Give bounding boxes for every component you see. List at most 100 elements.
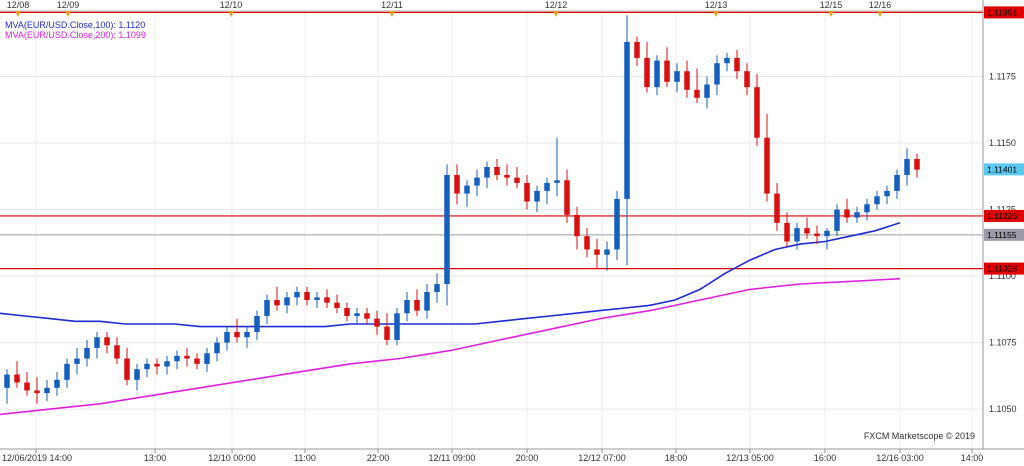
candle-up	[94, 337, 100, 348]
y-tick-label: 1.1050	[989, 404, 1017, 414]
candle-up	[314, 297, 320, 301]
candle-up	[434, 284, 440, 293]
candle-down	[504, 174, 510, 178]
x-tick-label: 12/10 00:00	[208, 453, 256, 463]
candle-down	[194, 358, 200, 364]
candle-up	[464, 185, 470, 194]
price-tag-label: 1.11226	[987, 211, 1017, 221]
candle-up	[204, 353, 210, 364]
candle-up	[64, 363, 70, 380]
candle-up	[54, 379, 60, 388]
candle-up	[224, 331, 230, 343]
candle-down	[334, 302, 340, 308]
candle-down	[324, 297, 330, 303]
candle-up	[294, 292, 300, 298]
x-tick-label: 12/11 09:00	[429, 453, 476, 463]
candle-up	[74, 358, 80, 364]
candle-down	[774, 193, 780, 223]
candle-up	[474, 177, 480, 186]
candle-down	[524, 182, 530, 202]
date-marker	[713, 11, 719, 17]
legend-entry: MVA(EUR/USD.Close,100): 1.1120	[5, 20, 145, 30]
grid	[0, 10, 983, 449]
top-date-label: 12/15	[820, 0, 843, 10]
x-tick-label: 12/13 05:00	[726, 453, 774, 463]
candle-down	[114, 345, 120, 359]
date-marker	[65, 11, 71, 17]
legend: MVA(EUR/USD.Close,100): 1.1120MVA(EUR/US…	[5, 20, 146, 40]
candle-down	[344, 307, 350, 316]
candle-down	[584, 236, 590, 250]
price-tag	[984, 163, 1024, 176]
candle-down	[24, 382, 30, 391]
legend-entry: MVA(EUR/USD.Close,200): 1.1099	[5, 30, 146, 40]
y-tick-label: 1.1150	[989, 138, 1016, 148]
top-date-axis: 12/08 12/09 12/10 12/11 12/12 12/13 12/15 12/16	[7, 0, 891, 17]
candle-down	[274, 300, 280, 306]
x-tick-label: 14:00	[961, 453, 984, 463]
candle-down	[754, 87, 760, 138]
x-tick-label: 16:00	[814, 453, 837, 463]
candle-up	[724, 57, 730, 64]
y-tick-label: 1.1075	[989, 338, 1017, 348]
candle-up	[874, 196, 880, 205]
date-marker	[389, 11, 395, 17]
date-marker	[877, 11, 883, 17]
candle-up	[134, 369, 140, 380]
candles	[4, 15, 920, 404]
price-tag-label: 1.11155	[987, 230, 1017, 240]
y-tick-label: 1.1100	[989, 271, 1016, 281]
candle-down	[734, 57, 740, 72]
candle-down	[914, 158, 920, 170]
top-date-label: 12/13	[705, 0, 728, 10]
date-marker	[553, 11, 559, 17]
price-tag	[984, 228, 1024, 241]
candle-down	[804, 228, 810, 234]
candle-down	[454, 174, 460, 194]
x-tick-label: 20:00	[516, 453, 539, 463]
candle-up	[244, 331, 250, 338]
watermark: FXCM Marketscope © 2019	[864, 431, 975, 441]
candle-up	[44, 387, 50, 394]
x-tick-label: 18:00	[665, 453, 688, 463]
candle-down	[684, 71, 690, 90]
candle-up	[614, 198, 620, 250]
candle-up	[824, 230, 830, 237]
candle-down	[574, 214, 580, 237]
candle-down	[594, 249, 600, 255]
candle-up	[834, 209, 840, 231]
candle-up	[604, 249, 610, 255]
candle-up	[624, 41, 630, 199]
candle-down	[744, 71, 750, 88]
candle-up	[144, 363, 150, 370]
y-tick-label: 1.1125	[989, 205, 1016, 215]
price-tag	[984, 262, 1024, 275]
candle-up	[354, 313, 360, 316]
candle-up	[674, 71, 680, 82]
candle-up	[214, 342, 220, 354]
candle-down	[664, 60, 670, 82]
date-marker	[228, 11, 234, 17]
candle-down	[384, 326, 390, 340]
candle-down	[124, 358, 130, 380]
top-date-label: 12/12	[545, 0, 568, 10]
candle-up	[654, 60, 660, 88]
candle-down	[104, 337, 110, 346]
date-marker	[828, 11, 834, 17]
candle-up	[794, 228, 800, 242]
candle-up	[704, 84, 710, 98]
candle-up	[854, 212, 860, 218]
candle-down	[364, 313, 370, 319]
candle-down	[764, 137, 770, 194]
candle-down	[564, 180, 570, 215]
candle-up	[864, 204, 870, 213]
x-tick-label: 12/12 07:00	[578, 453, 626, 463]
ma-line	[0, 222, 901, 328]
top-date-label: 12/11	[381, 0, 403, 10]
candle-up	[174, 355, 180, 362]
candle-down	[784, 222, 790, 242]
candle-up	[904, 158, 910, 175]
candle-up	[554, 180, 560, 183]
candle-down	[514, 177, 520, 183]
